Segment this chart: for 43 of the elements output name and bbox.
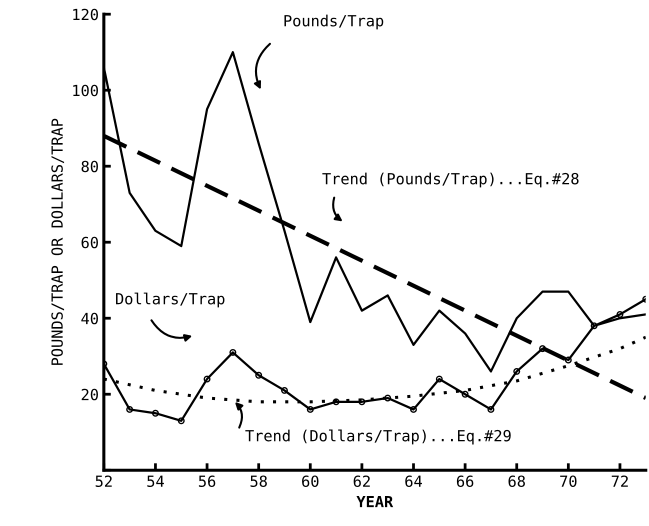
point bbox=[616, 310, 624, 318]
y-tick-label: 20 bbox=[82, 388, 98, 400]
x-tick-label: 60 bbox=[302, 475, 318, 488]
y-tick-label: 40 bbox=[81, 312, 98, 324]
point bbox=[255, 372, 262, 379]
x-tick-label: 72 bbox=[612, 475, 628, 487]
x-axis-title: YEAR bbox=[356, 496, 394, 508]
x-tick-label: 56 bbox=[198, 475, 216, 488]
y-tick-label: 60 bbox=[82, 236, 98, 248]
point bbox=[513, 368, 520, 375]
point bbox=[436, 376, 443, 383]
x-tick-label: 58 bbox=[250, 475, 267, 488]
y-tick-label: 80 bbox=[82, 160, 98, 172]
point bbox=[178, 417, 185, 424]
point bbox=[306, 406, 314, 413]
annotation: Dollars/Trap bbox=[116, 292, 224, 308]
annotation: Pounds/Trap bbox=[284, 14, 384, 30]
point bbox=[539, 345, 546, 352]
point bbox=[590, 322, 598, 330]
point bbox=[281, 386, 288, 394]
point bbox=[410, 406, 417, 413]
point bbox=[229, 348, 236, 356]
point bbox=[487, 406, 494, 413]
y-tick-label: 100 bbox=[73, 84, 98, 96]
point bbox=[332, 398, 340, 406]
y-tick-label: 120 bbox=[73, 8, 98, 20]
x-tick-label: 54 bbox=[147, 476, 164, 488]
annotation: Trend (Dollars/Trap)...Eq.#29 bbox=[245, 430, 511, 444]
point bbox=[126, 406, 134, 413]
point bbox=[462, 390, 469, 398]
x-tick-label: 64 bbox=[405, 475, 422, 488]
point bbox=[564, 356, 572, 364]
point bbox=[152, 410, 159, 417]
y-axis-title: POUNDS/TRAP OR DOLLARS/TRAP bbox=[51, 118, 64, 365]
point bbox=[204, 376, 211, 383]
annotation: Trend (Pounds/Trap)...Eq.#28 bbox=[322, 172, 579, 188]
x-tick-label: 68 bbox=[508, 475, 525, 488]
point bbox=[358, 398, 366, 406]
x-tick-label: 70 bbox=[560, 475, 577, 488]
point bbox=[384, 394, 392, 402]
x-tick-label: 52 bbox=[96, 475, 112, 488]
x-tick-label: 62 bbox=[354, 475, 370, 488]
x-tick-label: 66 bbox=[456, 475, 474, 488]
